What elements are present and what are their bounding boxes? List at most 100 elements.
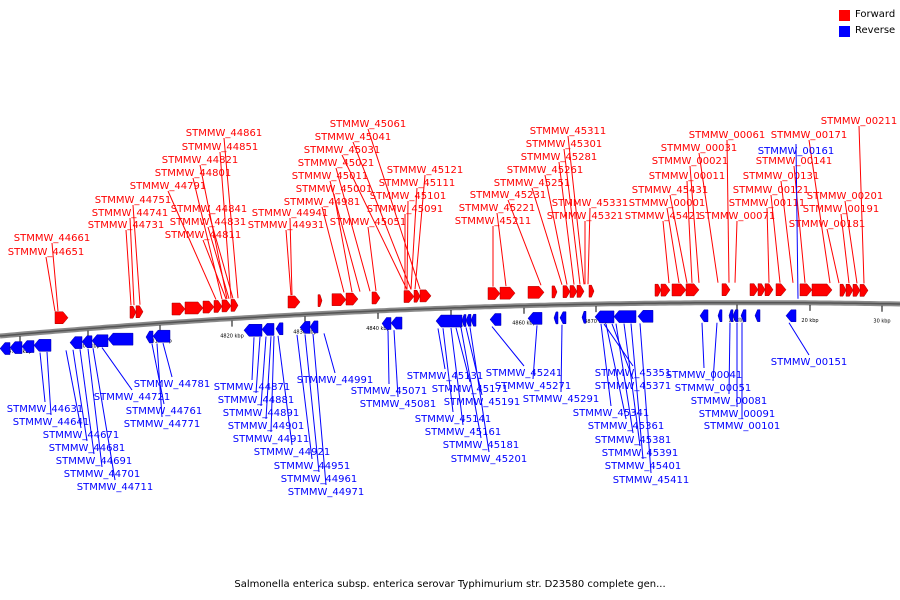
gene-label: STMMW_44971 [288,487,364,498]
gene-label: STMMW_44791 [130,181,206,192]
forward-connector [726,139,730,283]
forward-gene-arrow [654,283,662,297]
gene-label: STMMW_44651 [8,247,84,258]
forward-connector [808,139,831,284]
forward-connector [223,137,239,299]
forward-connector [826,228,840,284]
gene-label: STMMW_45401 [605,461,681,472]
forward-connector [341,154,408,290]
forward-connector [858,125,865,284]
reverse-gene-arrow [785,309,797,323]
forward-gene-arrow [371,291,381,305]
gene-label: STMMW_00181 [789,219,865,230]
gene-label: STMMW_44631 [7,404,83,415]
gene-label: STMMW_45181 [443,440,519,451]
gene-label: STMMW_44711 [77,482,153,493]
reverse-gene-arrow [0,342,11,355]
reverse-gene-arrow [740,309,747,322]
reverse-gene-arrow [33,339,52,352]
forward-connector [406,200,409,290]
forward-connector [202,239,227,300]
reverse-connector [92,348,116,481]
gene-label: STMMW_45291 [523,394,599,405]
forward-gene-arrow [331,293,347,306]
gene-label: STMMW_44641 [13,417,89,428]
gene-label: STMMW_44831 [170,217,246,228]
gene-label: STMMW_00081 [691,396,767,407]
gene-label: STMMW_45111 [379,178,455,189]
gene-label: STMMW_45311 [530,126,606,137]
gene-label: STMMW_45121 [387,165,463,176]
forward-gene-arrow [757,283,766,296]
forward-gene-arrow [588,284,595,298]
forward-connector [285,229,292,296]
forward-gene-arrow [859,284,869,297]
gene-label: STMMW_45061 [330,119,406,130]
forward-gene-arrow [213,300,223,313]
reverse-connector [72,349,88,442]
gene-label: STMMW_44861 [186,128,262,139]
forward-connector [686,180,693,283]
gene-label: STMMW_44731 [88,220,164,231]
gene-label: STMMW_45341 [573,408,649,419]
forward-gene-arrow [845,284,854,297]
gene-label: STMMW_00041 [666,370,742,381]
reverse-gene-arrow [732,309,739,322]
reverse-gene-arrow [81,335,93,348]
forward-connector [666,207,680,284]
reverse-connector [79,349,95,455]
legend-forward-swatch [839,10,850,21]
reverse-connector [323,333,336,374]
gene-label: STMMW_45211 [455,216,531,227]
gene-label: STMMW_00121 [733,185,809,196]
reverse-connector [265,336,272,420]
forward-gene-arrow [129,305,137,319]
axis-tick-label: 4870 kbp [584,319,608,325]
gene-label: STMMW_00191 [803,204,879,215]
gene-label: STMMW_45021 [298,158,374,169]
gene-label: STMMW_00211 [821,116,897,127]
gene-label: STMMW_45081 [360,399,436,410]
gene-label: STMMW_44821 [162,155,238,166]
gene-label: STMMW_45351 [595,368,671,379]
reverse-connector [600,323,612,407]
forward-gene-arrow [202,300,215,314]
gene-label: STMMW_45231 [470,190,546,201]
forward-connector [844,200,858,284]
axis-tick-label: 4840 kbp [366,326,390,332]
forward-gene-arrow [576,285,585,298]
reverse-connector [101,347,133,391]
reverse-connector [611,323,634,380]
reverse-connector [437,328,446,370]
reverse-connector [39,352,46,403]
gene-label: STMMW_45091 [367,204,443,215]
reverse-connector [270,336,275,433]
forward-connector [544,174,568,285]
forward-connector [780,180,794,283]
reverse-connector [151,343,165,405]
gene-label: STMMW_44841 [171,204,247,215]
gene-label: STMMW_44881 [218,395,294,406]
forward-gene-arrow [721,283,731,296]
gene-label: STMMW_45101 [370,191,446,202]
axis-tick-label: 20 kbp [801,318,818,324]
gene-label: STMMW_45271 [495,381,571,392]
gene-label: STMMW_00021 [652,156,728,167]
reverse-gene-arrow [581,311,587,324]
reverse-connector [788,322,810,356]
gene-label: STMMW_00061 [689,130,765,141]
reverse-connector [728,322,731,395]
forward-gene-arrow [685,283,700,297]
gene-label: STMMW_00091 [699,409,775,420]
reverse-connector [460,327,482,439]
gene-label: STMMW_45281 [521,152,597,163]
forward-gene-arrow [317,294,323,307]
gene-label: STMMW_44911 [233,434,309,445]
axis-tick-label: 4860 kbp [512,321,536,327]
forward-gene-arrow [419,289,432,303]
gene-label: STMMW_00201 [807,191,883,202]
reverse-gene-arrow [489,313,502,326]
forward-gene-arrow [287,295,301,309]
gene-label: STMMW_00031 [661,143,737,154]
gene-label: STMMW_44961 [281,474,357,485]
